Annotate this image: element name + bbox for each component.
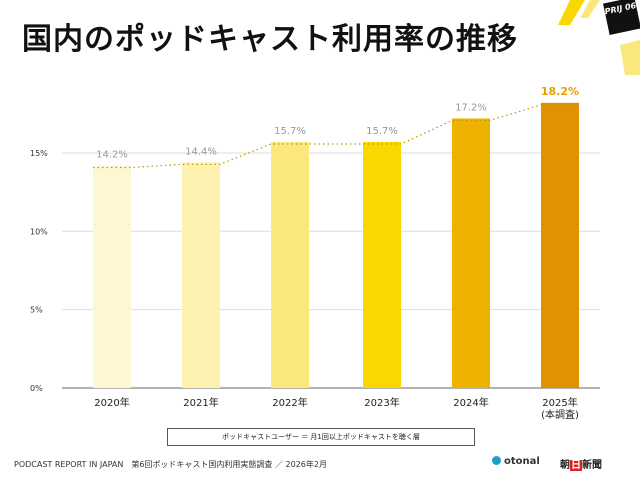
y-tick-label: 0%	[30, 384, 43, 393]
x-tick-label: 2020年	[94, 396, 129, 409]
otonal-logo-icon	[492, 456, 501, 465]
x-tick-sublabel: (本調査)	[541, 408, 579, 421]
asahi-logo-c: 新聞	[582, 460, 602, 471]
x-tick-label: 2021年	[183, 396, 218, 409]
otonal-logo: otonal	[492, 456, 540, 467]
data-label: 18.2%	[541, 85, 579, 98]
x-tick-label: 2022年	[272, 396, 307, 409]
page-title: 国内のポッドキャスト利用率の推移	[22, 22, 518, 57]
legend-note: ポッドキャストユーザー ＝ 月1回以上ポッドキャストを聴く層	[167, 428, 475, 446]
footer-source: PODCAST REPORT IN JAPAN 第6回ポッドキャスト国内利用実態…	[14, 460, 327, 469]
decorative-shapes	[558, 0, 640, 75]
data-label: 14.4%	[185, 146, 217, 157]
data-label: 15.7%	[366, 126, 398, 137]
x-tick-label: 2024年	[453, 396, 488, 409]
bar-2024年	[452, 118, 490, 388]
y-tick-label: 10%	[30, 227, 48, 236]
data-label: 17.2%	[455, 102, 487, 113]
asahi-logo: 朝日新聞	[560, 456, 602, 471]
y-tick-label: 15%	[30, 149, 48, 158]
x-tick-label: 2023年	[364, 396, 399, 409]
data-label: 15.7%	[274, 126, 306, 137]
trend-line	[93, 104, 579, 169]
asahi-logo-a: 朝	[560, 460, 570, 471]
otonal-logo-text: otonal	[504, 456, 540, 467]
y-tick-label: 5%	[30, 306, 43, 315]
bar-2022年	[271, 141, 309, 388]
bar-2023年	[363, 141, 401, 388]
bar-2021年	[182, 162, 220, 388]
bar-2020年	[93, 165, 131, 388]
bar-2025年	[541, 102, 579, 388]
asahi-logo-b: 日	[570, 460, 582, 471]
x-tick-label: 2025年	[542, 396, 577, 409]
data-label: 14.2%	[96, 149, 128, 160]
